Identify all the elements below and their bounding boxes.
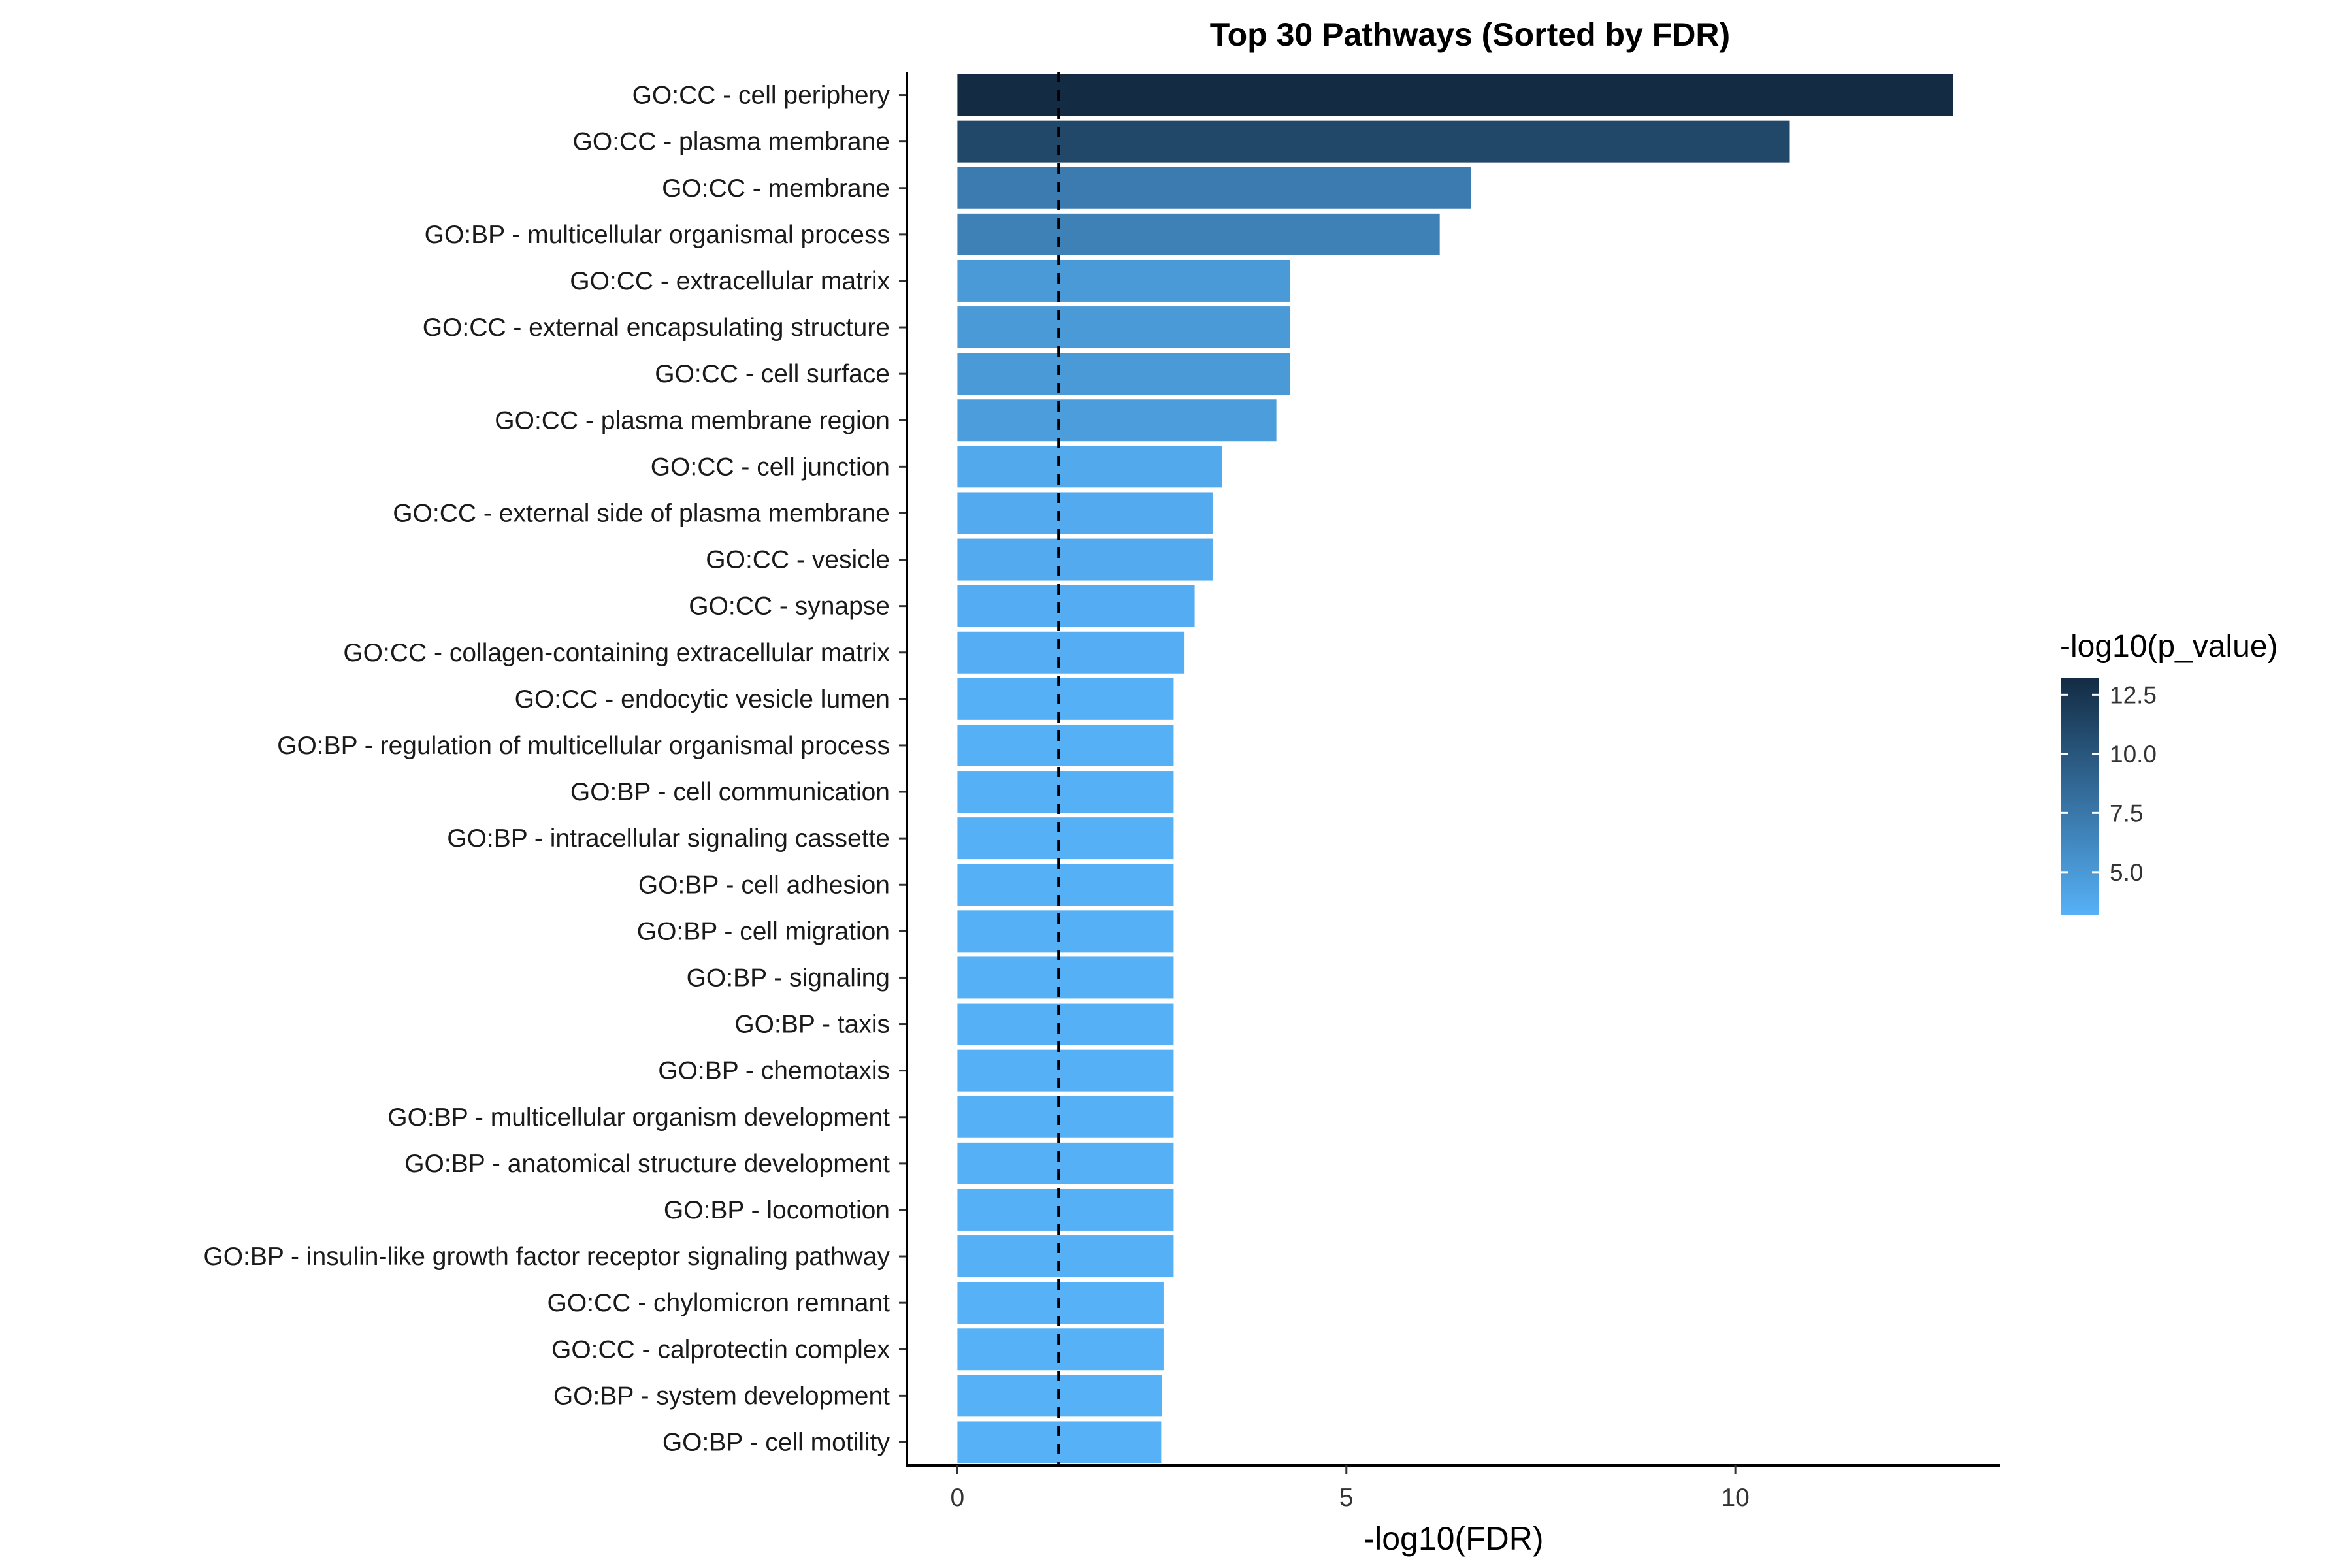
- category-label: GO:CC - external encapsulating structure: [423, 314, 890, 342]
- category-label: GO:CC - collagen-containing extracellula…: [343, 639, 890, 667]
- category-label: GO:BP - locomotion: [664, 1196, 890, 1224]
- bar: [957, 910, 1174, 953]
- bar: [957, 631, 1185, 674]
- x-axis-ticks: 0 5 10: [951, 1465, 1750, 1512]
- category-label: GO:CC - extracellular matrix: [570, 267, 890, 295]
- category-label: GO:BP - regulation of multicellular orga…: [277, 732, 890, 760]
- bar: [957, 956, 1174, 999]
- category-label: GO:BP - multicellular organismal process: [425, 221, 890, 249]
- bar: [957, 1096, 1174, 1138]
- category-label: GO:CC - synapse: [689, 593, 890, 621]
- category-label: GO:CC - cell periphery: [632, 82, 890, 110]
- category-label: GO:CC - calprotectin complex: [551, 1335, 890, 1364]
- bar: [957, 1282, 1164, 1324]
- bar: [957, 167, 1471, 209]
- x-axis-title: -log10(FDR): [1364, 1520, 1543, 1557]
- category-label: GO:CC - cell junction: [651, 453, 890, 481]
- bar: [957, 120, 1790, 163]
- bar: [957, 74, 1953, 116]
- category-label: GO:BP - multicellular organism developme…: [387, 1103, 890, 1132]
- bar: [957, 1235, 1174, 1278]
- category-label: GO:CC - membrane: [662, 174, 890, 203]
- bar: [957, 1049, 1174, 1092]
- legend-title: -log10(p_value): [2060, 629, 2278, 664]
- x-tick-label: 10: [1721, 1484, 1749, 1512]
- colorbar-ticks: 5.0 7.5 10.0 12.5: [2061, 681, 2157, 886]
- color-legend: -log10(p_value) 5.0 7.5 10.0 12.5: [2060, 629, 2278, 915]
- category-label: GO:BP - intracellular signaling cassette: [447, 825, 890, 853]
- category-label: GO:CC - chylomicron remnant: [547, 1289, 890, 1317]
- category-label: GO:CC - external side of plasma membrane: [393, 499, 890, 527]
- category-label: GO:BP - signaling: [687, 964, 890, 992]
- category-label: GO:BP - cell motility: [662, 1428, 890, 1456]
- colorbar-tick-label: 5.0: [2110, 859, 2143, 886]
- category-label: GO:CC - vesicle: [706, 546, 890, 574]
- bar: [957, 864, 1174, 906]
- category-label: GO:BP - chemotaxis: [658, 1057, 890, 1085]
- bar: [957, 724, 1174, 766]
- category-label: GO:CC - plasma membrane: [573, 128, 890, 156]
- category-label: GO:BP - cell migration: [637, 917, 890, 945]
- bar: [957, 1328, 1164, 1371]
- bar: [957, 492, 1213, 534]
- x-tick-label: 0: [951, 1484, 965, 1512]
- colorbar: [2061, 678, 2099, 915]
- category-label: GO:BP - taxis: [734, 1011, 890, 1039]
- category-label: GO:BP - cell communication: [570, 778, 890, 806]
- bar: [957, 399, 1277, 442]
- bar: [957, 446, 1222, 488]
- x-tick-label: 5: [1339, 1484, 1354, 1512]
- category-label: GO:BP - system development: [553, 1382, 890, 1410]
- bar: [957, 771, 1174, 813]
- category-label: GO:BP - cell adhesion: [638, 871, 890, 899]
- bar: [957, 353, 1291, 395]
- category-label: GO:CC - endocytic vesicle lumen: [515, 685, 890, 713]
- category-label: GO:CC - plasma membrane region: [495, 406, 890, 434]
- bar: [957, 259, 1291, 302]
- chart-title: Top 30 Pathways (Sorted by FDR): [1210, 16, 1730, 53]
- bar: [957, 1142, 1174, 1184]
- bar: [957, 306, 1291, 349]
- bar: [957, 538, 1213, 581]
- bar: [957, 817, 1174, 860]
- colorbar-tick-label: 10.0: [2110, 741, 2157, 768]
- bar: [957, 585, 1195, 627]
- bar: [957, 678, 1174, 720]
- colorbar-tick-label: 7.5: [2110, 800, 2143, 826]
- colorbar-tick-label: 12.5: [2110, 681, 2157, 708]
- bar: [957, 213, 1440, 255]
- category-label: GO:BP - insulin-like growth factor recep…: [203, 1243, 890, 1271]
- category-label: GO:BP - anatomical structure development: [404, 1150, 890, 1178]
- bar: [957, 1188, 1174, 1231]
- category-labels: GO:CC - cell periphery GO:CC - plasma mem…: [203, 82, 907, 1456]
- bars-layer: [957, 74, 1953, 1463]
- bar: [957, 1003, 1174, 1045]
- category-label: GO:CC - cell surface: [655, 360, 890, 388]
